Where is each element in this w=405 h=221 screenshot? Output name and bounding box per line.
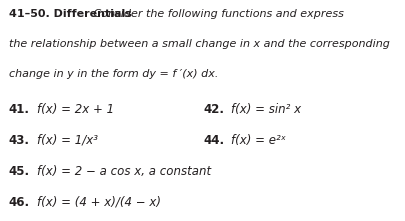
Text: f(x) = 2x + 1: f(x) = 2x + 1 <box>36 103 113 116</box>
Text: f(x) = 1/x³: f(x) = 1/x³ <box>36 134 97 147</box>
Text: Consider the following functions and express: Consider the following functions and exp… <box>90 9 343 19</box>
Text: 43.: 43. <box>9 134 30 147</box>
Text: 46.: 46. <box>9 196 30 209</box>
Text: 41.: 41. <box>9 103 30 116</box>
Text: f(x) = e²ˣ: f(x) = e²ˣ <box>231 134 286 147</box>
Text: f(x) = sin² x: f(x) = sin² x <box>231 103 301 116</box>
Text: f(x) = 2 − a cos x, a constant: f(x) = 2 − a cos x, a constant <box>36 165 210 178</box>
Text: 41–50. Differentials: 41–50. Differentials <box>9 9 132 19</box>
Text: 44.: 44. <box>202 134 224 147</box>
Text: 45.: 45. <box>9 165 30 178</box>
Text: 42.: 42. <box>202 103 224 116</box>
Text: the relationship between a small change in x and the corresponding: the relationship between a small change … <box>9 39 389 49</box>
Text: change in y in the form dy = f ′(x) dx.: change in y in the form dy = f ′(x) dx. <box>9 69 218 78</box>
Text: f(x) = (4 + x)/(4 − x): f(x) = (4 + x)/(4 − x) <box>36 196 160 209</box>
